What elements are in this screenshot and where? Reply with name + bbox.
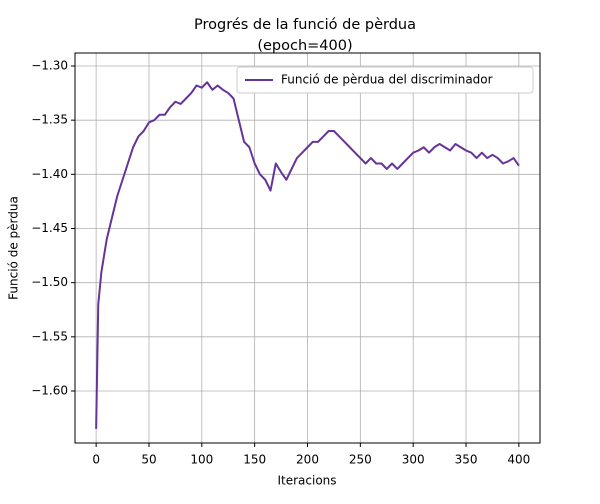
y-tick-label: −1.60	[31, 384, 68, 398]
x-tick-label: 50	[141, 453, 156, 467]
x-tick-label: 0	[92, 453, 100, 467]
x-tick-label: 200	[296, 453, 319, 467]
y-axis-label: Funció de pèrdua	[7, 196, 21, 300]
x-tick-label: 300	[402, 453, 425, 467]
y-tick-label: −1.40	[31, 167, 68, 181]
legend-box	[236, 66, 534, 94]
x-axis-label: Iteracions	[277, 474, 336, 488]
plot-frame	[74, 52, 541, 444]
y-tick-label: −1.55	[31, 329, 68, 343]
chart-title: Progrés de la funció de pèrdua	[194, 17, 416, 33]
x-tick-label: 250	[349, 453, 372, 467]
data-line	[95, 81, 520, 429]
x-tick-label: 150	[243, 453, 266, 467]
x-tick-label: 350	[455, 453, 478, 467]
y-tick-label: −1.35	[31, 113, 68, 127]
chart-subtitle: (epoch=400)	[257, 38, 352, 54]
legend-label: Funció de pèrdua del discriminador	[281, 73, 493, 87]
x-tick-label: 400	[507, 453, 530, 467]
y-tick-label: −1.30	[31, 59, 68, 73]
y-tick-label: −1.50	[31, 275, 68, 289]
y-tick-label: −1.45	[31, 221, 68, 235]
x-tick-label: 100	[190, 453, 213, 467]
